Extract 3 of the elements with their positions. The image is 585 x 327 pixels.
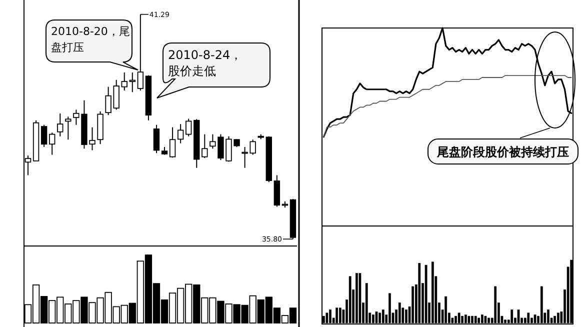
annotation: 尾盘阶段股价被持续打压 xyxy=(436,145,569,159)
annotation: 2010-8-20，尾盘打压 xyxy=(51,24,131,56)
annotation: 2010-8-24，股价走低 xyxy=(168,47,244,79)
